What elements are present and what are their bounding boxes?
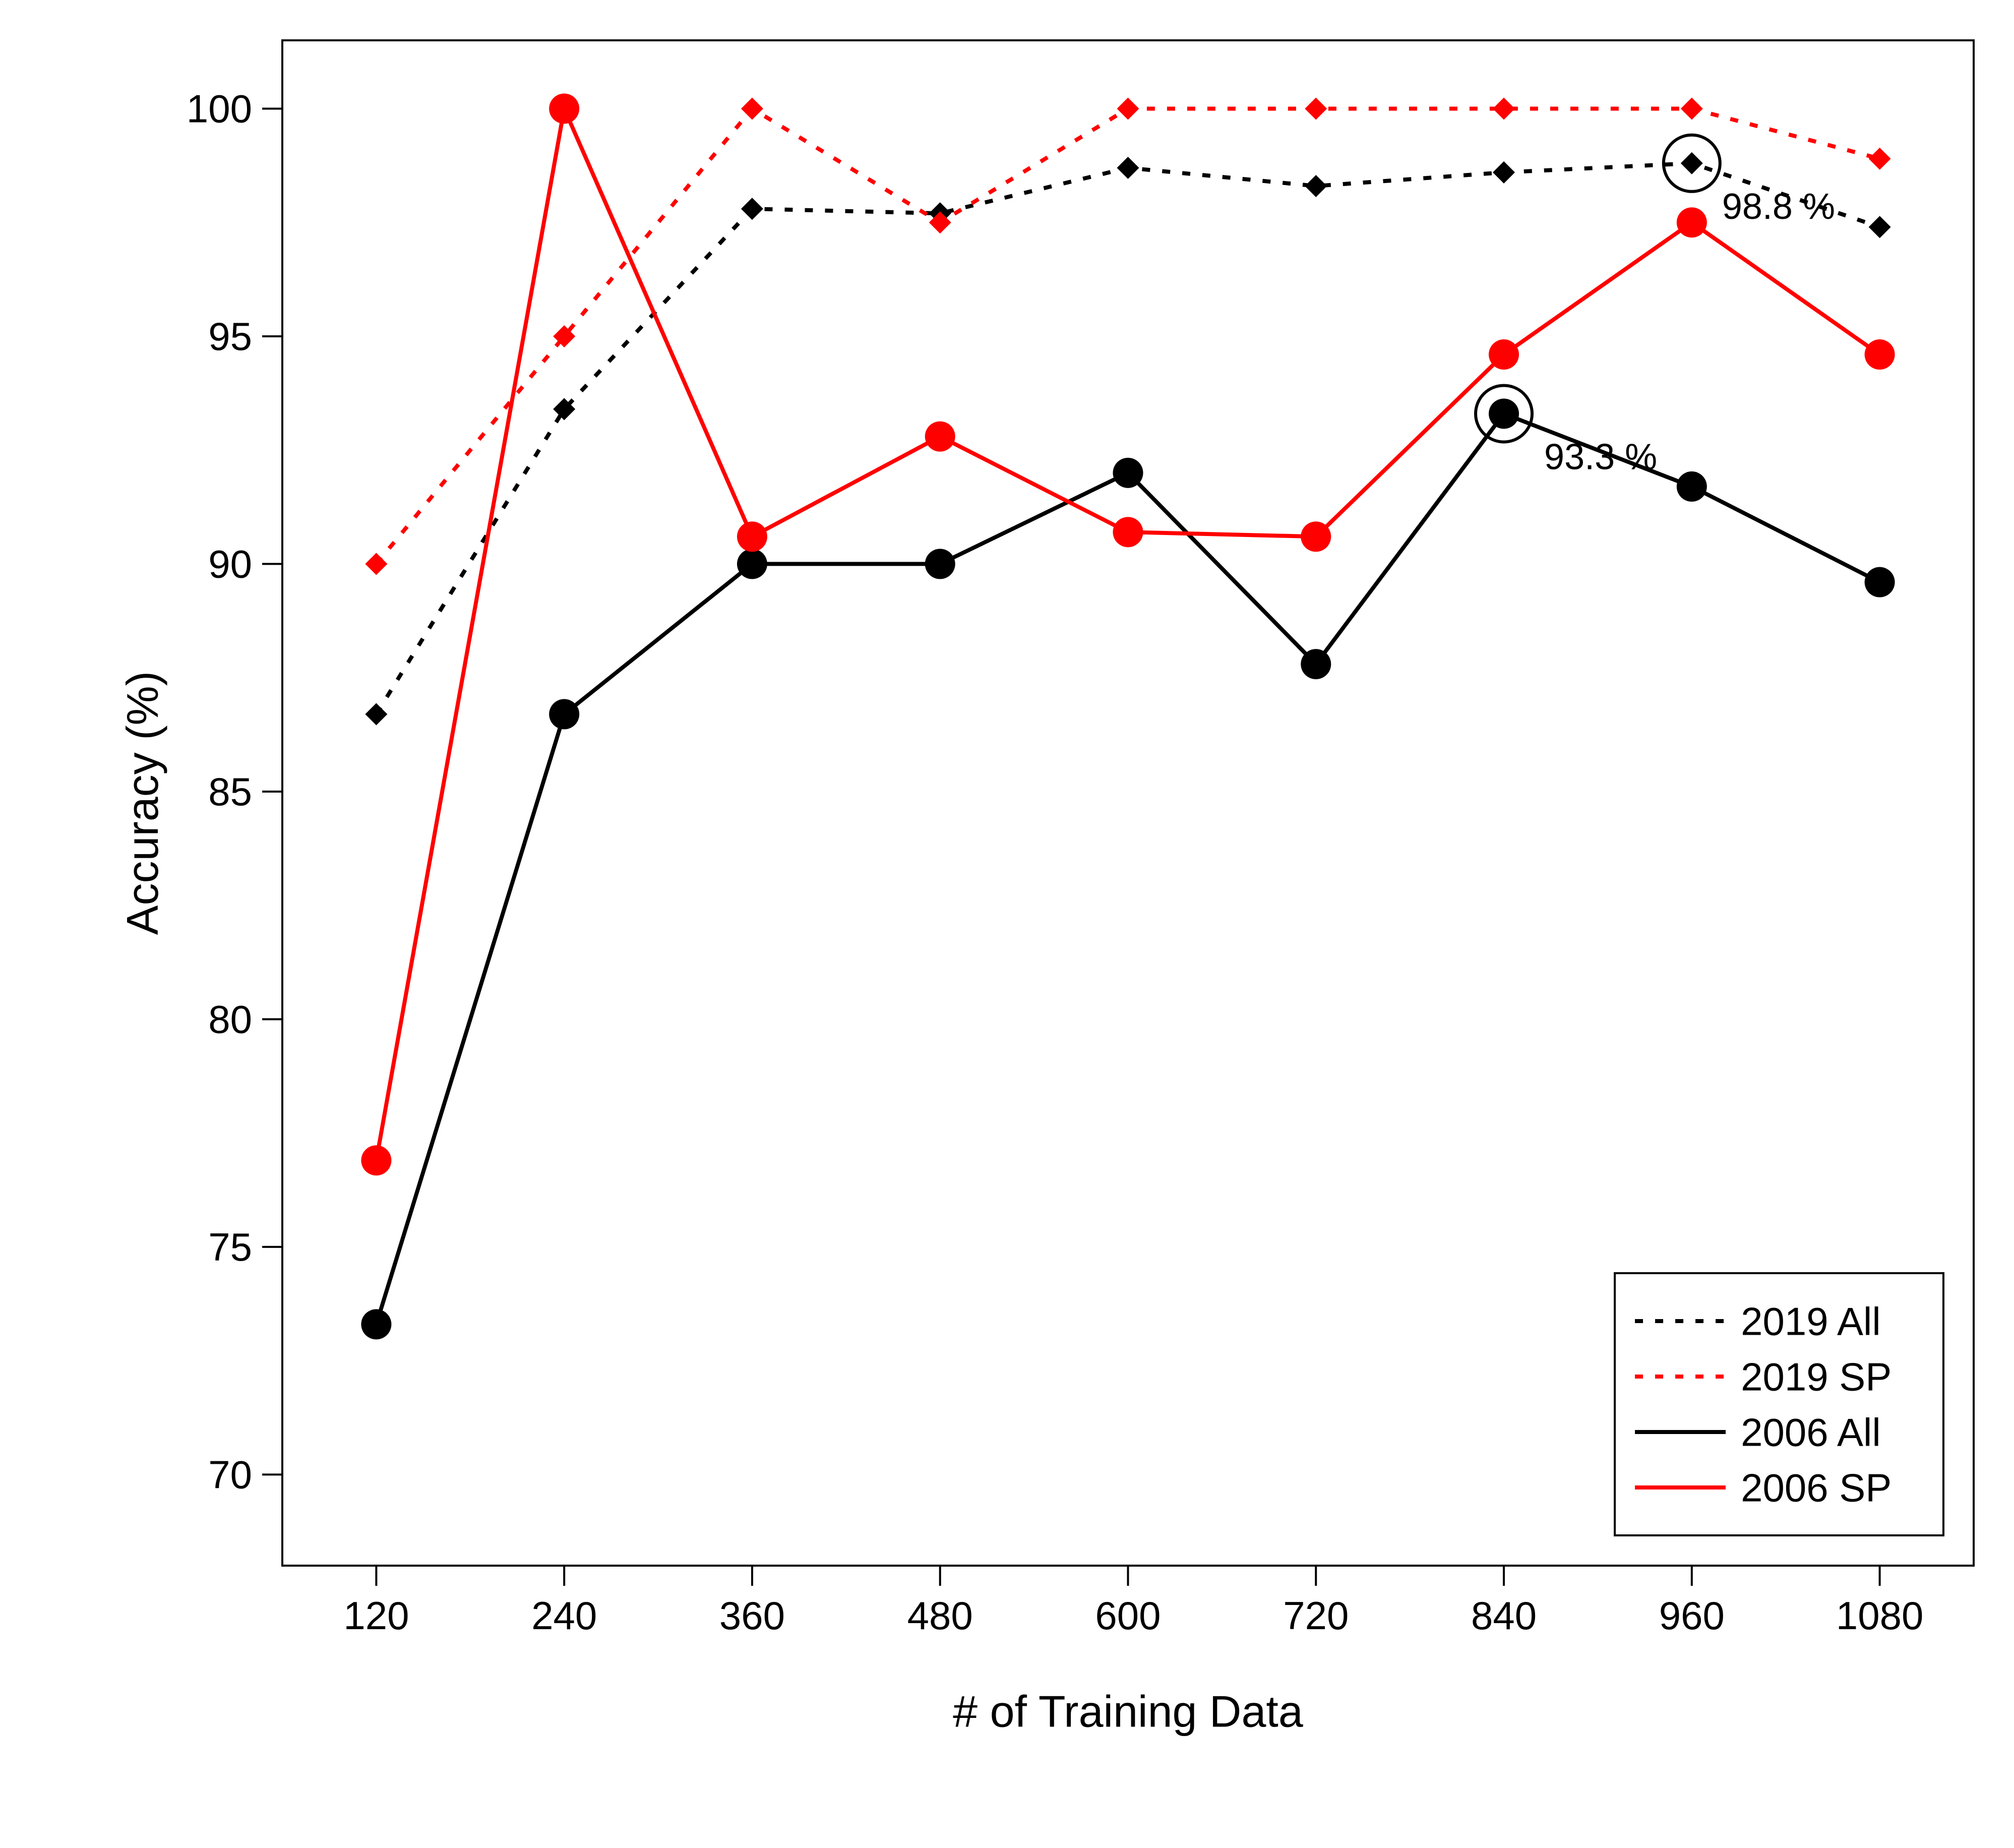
series-marker [1113, 517, 1143, 547]
y-tick-label: 95 [208, 314, 252, 359]
y-tick-label: 70 [208, 1453, 252, 1497]
accuracy-line-chart: 120 240 360 480 600 720 840 960 1080 # of Trainin… [0, 0, 2014, 1848]
series-marker [1113, 458, 1143, 488]
chart-bg [0, 0, 2014, 1848]
series-marker [925, 422, 955, 452]
y-tick-label: 90 [208, 542, 252, 586]
y-tick-label: 75 [208, 1225, 252, 1269]
y-tick-label: 80 [208, 997, 252, 1042]
x-tick-label: 240 [531, 1593, 597, 1638]
y-axis-label: Accuracy (%) [117, 671, 167, 935]
series-marker [1301, 521, 1331, 552]
series-marker [1489, 339, 1519, 370]
series-marker [361, 1309, 391, 1339]
y-tick-label: 85 [208, 769, 252, 814]
series-marker [361, 1145, 391, 1175]
series-marker [549, 699, 579, 729]
x-tick-label: 840 [1471, 1593, 1537, 1638]
x-tick-label: 1080 [1836, 1593, 1924, 1638]
series-marker [1677, 471, 1707, 502]
x-tick-label: 720 [1283, 1593, 1349, 1638]
legend-label: 2019 SP [1741, 1354, 1891, 1399]
legend-label: 2006 All [1741, 1410, 1881, 1454]
x-tick-label: 960 [1659, 1593, 1725, 1638]
series-marker [1489, 398, 1519, 429]
annotation-label: 93.3 % [1544, 437, 1657, 477]
x-tick-label: 480 [907, 1593, 973, 1638]
x-tick-label: 600 [1095, 1593, 1161, 1638]
x-axis-label: # of Training Data [953, 1686, 1303, 1736]
chart-svg: 120 240 360 480 600 720 840 960 1080 # of Trainin… [0, 0, 2014, 1848]
y-tick-label: 100 [187, 87, 252, 131]
series-marker [737, 549, 767, 579]
series-marker [1865, 567, 1895, 598]
series-marker [549, 93, 579, 124]
series-marker [1865, 339, 1895, 370]
annotation-label: 98.8 % [1722, 187, 1835, 227]
x-tick-label: 120 [343, 1593, 409, 1638]
series-marker [1677, 207, 1707, 237]
series-marker [737, 521, 767, 552]
legend-label: 2006 SP [1741, 1465, 1891, 1510]
series-marker [1301, 649, 1331, 679]
series-marker [925, 549, 955, 579]
legend-label: 2019 All [1741, 1299, 1881, 1343]
x-tick-label: 360 [719, 1593, 785, 1638]
